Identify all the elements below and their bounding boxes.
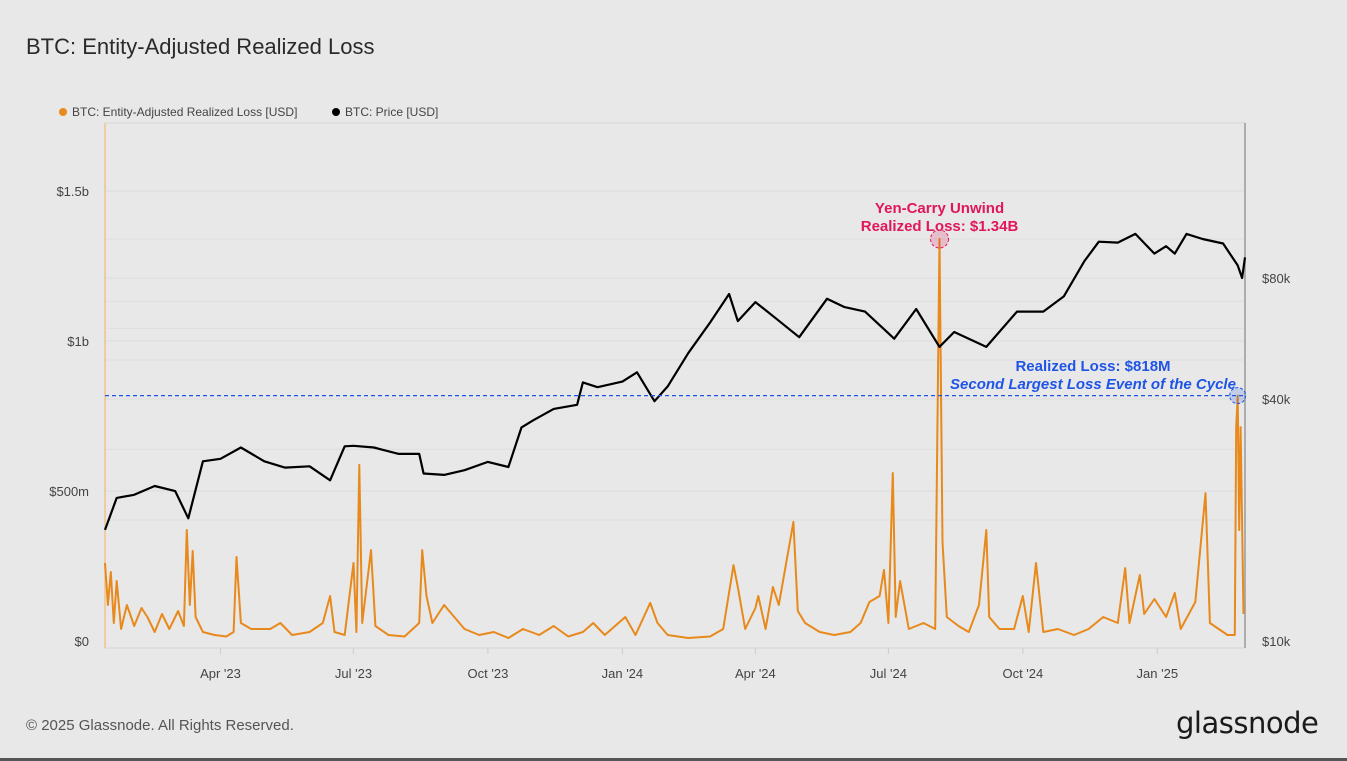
legend-swatch-price [332,108,340,116]
legend-label-loss: BTC: Entity-Adjusted Realized Loss [USD] [72,105,298,119]
x-tick-label: Jan '25 [1137,666,1179,681]
yen-carry-marker [930,229,950,249]
legend-swatch-loss [59,108,67,116]
copyright: © 2025 Glassnode. All Rights Reserved. [26,717,294,734]
y-tick-left: $500m [49,484,89,499]
glassnode-logo: glassnode [1176,706,1319,740]
second-loss-marker [1229,387,1247,405]
y-tick-left: $0 [75,634,89,649]
bottom-divider [0,758,1347,761]
y-tick-right: $40k [1262,392,1291,407]
x-tick-label: Jul '23 [335,666,372,681]
second-loss-value: Realized Loss: $818M [1015,358,1170,375]
chart-title: BTC: Entity-Adjusted Realized Loss [26,34,375,59]
x-tick-label: Oct '23 [468,666,509,681]
second-loss-caption: Second Largest Loss Event of the Cycle [950,376,1236,393]
price-series-line [103,232,1247,531]
legend-label-price: BTC: Price [USD] [345,105,439,119]
legend-item-price[interactable]: BTC: Price [USD] [332,105,438,119]
y-tick-left: $1b [67,334,89,349]
y-tick-right: $80k [1262,271,1291,286]
legend-item-loss[interactable]: BTC: Entity-Adjusted Realized Loss [USD] [59,105,297,119]
x-tick-label: Jul '24 [870,666,907,681]
y-tick-left: $1.5b [56,184,89,199]
loss-series-line [104,238,1245,639]
y-tick-right: $10k [1262,634,1291,649]
yen-carry-value: Realized Loss: $1.34B [861,218,1019,235]
x-tick-label: Jan '24 [602,666,644,681]
x-tick-label: Oct '24 [1002,666,1043,681]
yen-carry-title: Yen-Carry Unwind [875,200,1004,217]
x-tick-label: Apr '23 [200,666,241,681]
x-tick-label: Apr '24 [735,666,776,681]
